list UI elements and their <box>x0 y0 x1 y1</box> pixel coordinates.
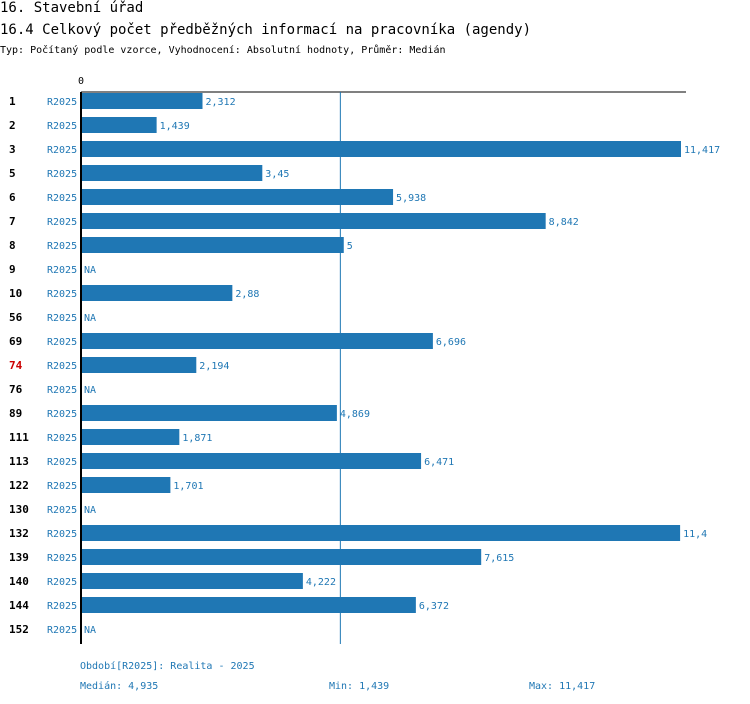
median-stat: Medián: 4,935 <box>80 681 159 692</box>
bar-value-label: 1,871 <box>182 433 212 444</box>
row-period-label: R2025 <box>47 265 77 276</box>
period-legend: Období[R2025]: Realita - 2025 <box>80 661 255 672</box>
row-id-label: 3 <box>9 143 16 156</box>
row-period-label: R2025 <box>47 313 77 324</box>
row-id-label: 139 <box>9 551 29 564</box>
row-id-label: 7 <box>9 215 16 228</box>
row-period-label: R2025 <box>47 193 77 204</box>
row-id-label: 113 <box>9 455 29 468</box>
row-period-label: R2025 <box>47 433 77 444</box>
row-id-label: 89 <box>9 407 22 420</box>
row-id-label: 152 <box>9 623 29 636</box>
chart-description: Typ: Počítaný podle vzorce, Vyhodnocení:… <box>0 45 446 56</box>
bar <box>81 477 171 493</box>
row-period-label: R2025 <box>47 409 77 420</box>
max-stat: Max: 11,417 <box>529 681 596 692</box>
row-period-label: R2025 <box>47 97 77 108</box>
row-id-label: 10 <box>9 287 22 300</box>
bar-value-label: 4,222 <box>306 577 336 588</box>
row-id-label: 122 <box>9 479 29 492</box>
axis-zero-label: 0 <box>78 76 84 87</box>
row-period-label: R2025 <box>47 337 77 348</box>
bar <box>81 93 203 109</box>
bar-value-label: 8,842 <box>549 217 579 228</box>
row-period-label: R2025 <box>47 529 77 540</box>
row-id-label: 140 <box>9 575 29 588</box>
row-period-label: R2025 <box>47 505 77 516</box>
bar-value-label: 1,439 <box>160 121 190 132</box>
bar <box>81 525 681 541</box>
bar <box>81 597 416 613</box>
row-id-label: 130 <box>9 503 29 516</box>
row-period-label: R2025 <box>47 241 77 252</box>
row-id-label: 74 <box>9 359 23 372</box>
row-id-label: 8 <box>9 239 16 252</box>
row-id-label: 132 <box>9 527 29 540</box>
na-label: NA <box>84 385 96 396</box>
bar <box>81 573 303 589</box>
row-period-label: R2025 <box>47 577 77 588</box>
row-id-label: 76 <box>9 383 23 396</box>
bar <box>81 237 344 253</box>
bar-value-label: 2,194 <box>199 361 229 372</box>
bar-value-label: 2,88 <box>235 289 259 300</box>
row-period-label: R2025 <box>47 361 77 372</box>
row-id-label: 6 <box>9 191 16 204</box>
row-period-label: R2025 <box>47 169 77 180</box>
row-period-label: R2025 <box>47 553 77 564</box>
row-period-label: R2025 <box>47 625 77 636</box>
page-title: 16. Stavební úřad <box>0 0 144 16</box>
bar-value-label: 5,938 <box>396 193 426 204</box>
min-stat: Min: 1,439 <box>329 681 390 692</box>
row-id-label: 2 <box>9 119 16 132</box>
na-label: NA <box>84 265 96 276</box>
bar <box>81 453 422 469</box>
row-period-label: R2025 <box>47 289 77 300</box>
bar-value-label: 6,372 <box>419 601 449 612</box>
bar-value-label: 5 <box>347 241 353 252</box>
row-period-label: R2025 <box>47 385 77 396</box>
bar-value-label: 4,869 <box>340 409 370 420</box>
bar <box>81 333 433 349</box>
bar <box>81 405 337 421</box>
bar <box>81 285 233 301</box>
bar <box>81 189 394 205</box>
row-period-label: R2025 <box>47 121 77 132</box>
bar <box>81 549 482 565</box>
bar <box>81 141 681 157</box>
bar <box>81 357 197 373</box>
row-period-label: R2025 <box>47 457 77 468</box>
bar-value-label: 1,701 <box>173 481 203 492</box>
na-label: NA <box>84 313 96 324</box>
na-label: NA <box>84 505 96 516</box>
row-period-label: R2025 <box>47 481 77 492</box>
bar <box>81 165 263 181</box>
row-period-label: R2025 <box>47 601 77 612</box>
chart-title: 16.4 Celkový počet předběžných informací… <box>0 22 532 38</box>
row-id-label: 9 <box>9 263 16 276</box>
bar <box>81 117 157 133</box>
bar <box>81 429 180 445</box>
bar-value-label: 11,417 <box>684 145 720 156</box>
row-period-label: R2025 <box>47 217 77 228</box>
row-id-label: 144 <box>9 599 29 612</box>
bar-value-label: 6,696 <box>436 337 466 348</box>
bar-value-label: 6,471 <box>424 457 454 468</box>
row-id-label: 1 <box>9 95 16 108</box>
row-id-label: 5 <box>9 167 16 180</box>
bar-value-label: 3,45 <box>265 169 289 180</box>
bar <box>81 213 546 229</box>
bar-value-label: 2,312 <box>206 97 236 108</box>
bar-value-label: 11,4 <box>683 529 707 540</box>
row-period-label: R2025 <box>47 145 77 156</box>
row-id-label: 56 <box>9 311 23 324</box>
row-id-label: 69 <box>9 335 22 348</box>
bar-value-label: 7,615 <box>484 553 514 564</box>
row-id-label: 111 <box>9 431 29 444</box>
na-label: NA <box>84 625 96 636</box>
